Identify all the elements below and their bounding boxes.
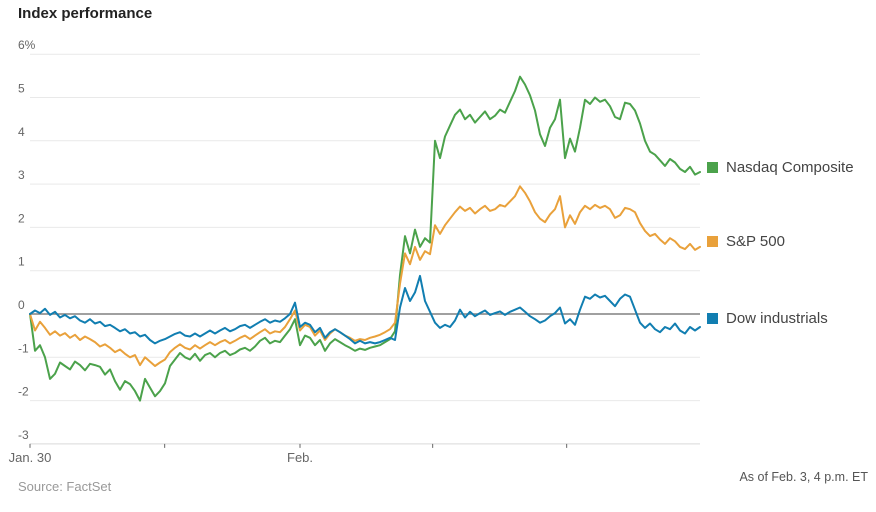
- y-axis-tick-label: -3: [18, 428, 29, 442]
- y-axis-tick-label: 2: [18, 211, 25, 225]
- y-axis-tick-label: 4: [18, 125, 25, 139]
- y-axis-tick-label: -2: [18, 385, 29, 399]
- y-axis-tick-label: 6%: [18, 38, 36, 52]
- x-axis-tick-label: Feb.: [287, 450, 313, 465]
- legend-item-nasdaq: Nasdaq Composite: [707, 159, 854, 176]
- series-line-dow-industrials: [29, 274, 701, 345]
- legend-item-sp500: S&P 500: [707, 233, 785, 250]
- as-of-note: As of Feb. 3, 4 p.m. ET: [739, 470, 868, 484]
- y-axis-tick-label: 1: [18, 255, 25, 269]
- y-axis-tick-label: 3: [18, 168, 25, 182]
- nasdaq-legend-label: Nasdaq Composite: [726, 159, 854, 176]
- x-axis-tick-label: Jan. 30: [9, 450, 52, 465]
- chart-title: Index performance: [18, 5, 153, 22]
- series-line-nasdaq-composite: [29, 75, 701, 402]
- sp500-legend-label: S&P 500: [726, 233, 785, 250]
- dow-legend-label: Dow industrials: [726, 310, 828, 327]
- y-axis-tick-label: -1: [18, 341, 29, 355]
- source-note: Source: FactSet: [18, 479, 112, 494]
- dow-legend-swatch: [707, 313, 718, 324]
- legend-item-dow: Dow industrials: [707, 310, 828, 327]
- series-line-s-p-500: [29, 185, 701, 367]
- y-axis-tick-label: 5: [18, 82, 25, 96]
- y-axis-tick-label: 0: [18, 298, 25, 312]
- nasdaq-legend-swatch: [707, 162, 718, 173]
- sp500-legend-swatch: [707, 236, 718, 247]
